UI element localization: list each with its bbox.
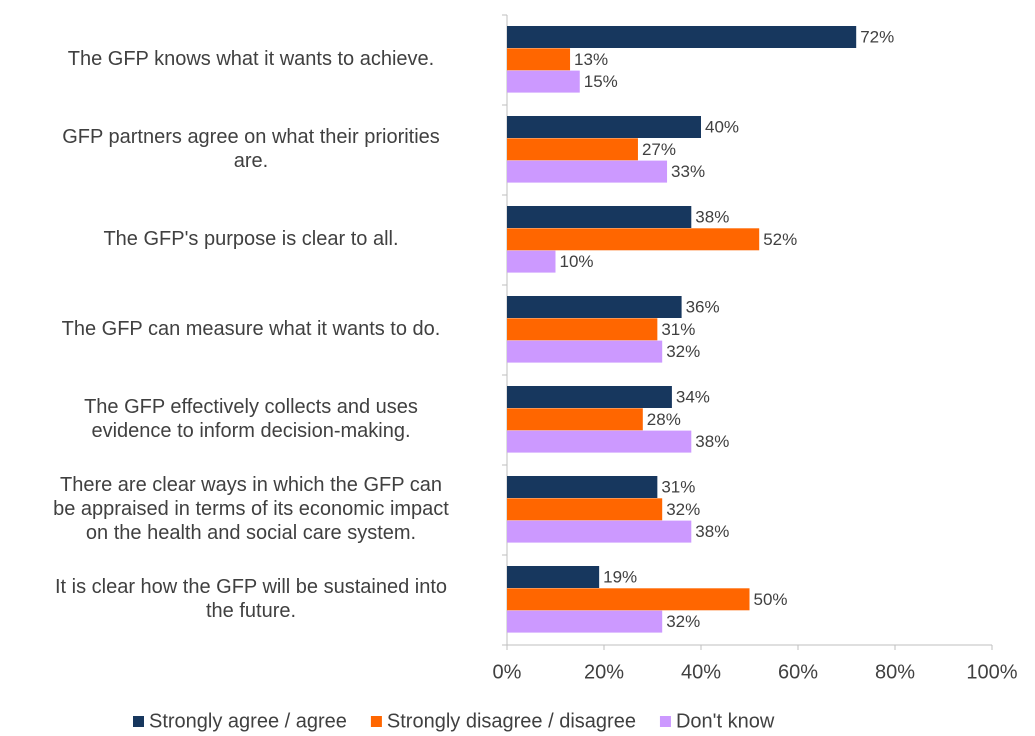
x-tick-label: 100% xyxy=(966,661,1017,683)
value-label: 36% xyxy=(686,298,720,317)
bar xyxy=(507,520,692,543)
bar xyxy=(507,318,658,341)
x-tick-label: 60% xyxy=(778,661,818,683)
value-label: 38% xyxy=(695,208,729,227)
bar xyxy=(507,250,556,273)
value-label: 34% xyxy=(676,388,710,407)
value-label: 27% xyxy=(642,140,676,159)
bar xyxy=(507,70,580,93)
value-label: 31% xyxy=(661,478,695,497)
category-label: GFP partners agree on what their priorit… xyxy=(62,126,440,173)
value-label: 28% xyxy=(647,410,681,429)
category-label: The GFP's purpose is clear to all. xyxy=(103,228,399,251)
x-tick-label: 40% xyxy=(681,661,721,683)
category-label: The GFP effectively collects and uses ev… xyxy=(84,396,418,443)
x-tick-label: 0% xyxy=(493,661,522,683)
bar xyxy=(507,588,750,611)
bar xyxy=(507,408,643,431)
bar xyxy=(507,340,663,363)
bar xyxy=(507,476,658,498)
bar xyxy=(507,296,682,318)
legend-swatch xyxy=(659,716,671,727)
bar xyxy=(507,160,668,183)
value-label: 13% xyxy=(574,50,608,69)
category-label: The GFP knows what it wants to achieve. xyxy=(67,48,435,71)
bar xyxy=(507,116,701,138)
bar xyxy=(507,610,663,633)
value-label: 32% xyxy=(666,342,700,361)
bar xyxy=(507,48,571,71)
bar xyxy=(507,430,692,453)
bar xyxy=(507,498,663,521)
value-label: 32% xyxy=(666,500,700,519)
value-label: 31% xyxy=(661,320,695,339)
value-label: 52% xyxy=(763,230,797,249)
x-tick-label: 20% xyxy=(584,661,624,683)
legend-label: Strongly agree / agree xyxy=(149,710,347,732)
category-label: The GFP can measure what it wants to do. xyxy=(61,318,441,341)
bar xyxy=(507,228,760,251)
bar xyxy=(507,26,857,48)
legend-label: Don't know xyxy=(676,710,775,732)
legend-swatch xyxy=(133,716,144,727)
category-label: There are clear ways in which the GFP ca… xyxy=(53,474,449,545)
value-label: 32% xyxy=(666,612,700,631)
legend-swatch xyxy=(370,716,382,727)
legend-label: Strongly disagree / disagree xyxy=(387,710,636,732)
value-label: 33% xyxy=(671,162,705,181)
value-label: 72% xyxy=(860,28,894,47)
value-label: 10% xyxy=(560,252,594,271)
bar xyxy=(507,206,692,228)
bar xyxy=(507,566,600,588)
value-label: 50% xyxy=(754,590,788,609)
bar xyxy=(507,138,638,161)
value-label: 19% xyxy=(603,568,637,587)
category-label: It is clear how the GFP will be sustaine… xyxy=(54,576,448,623)
value-label: 15% xyxy=(584,72,618,91)
value-label: 40% xyxy=(705,118,739,137)
value-label: 38% xyxy=(695,432,729,451)
value-label: 38% xyxy=(695,522,729,541)
bar xyxy=(507,386,672,408)
x-tick-label: 80% xyxy=(875,661,915,683)
